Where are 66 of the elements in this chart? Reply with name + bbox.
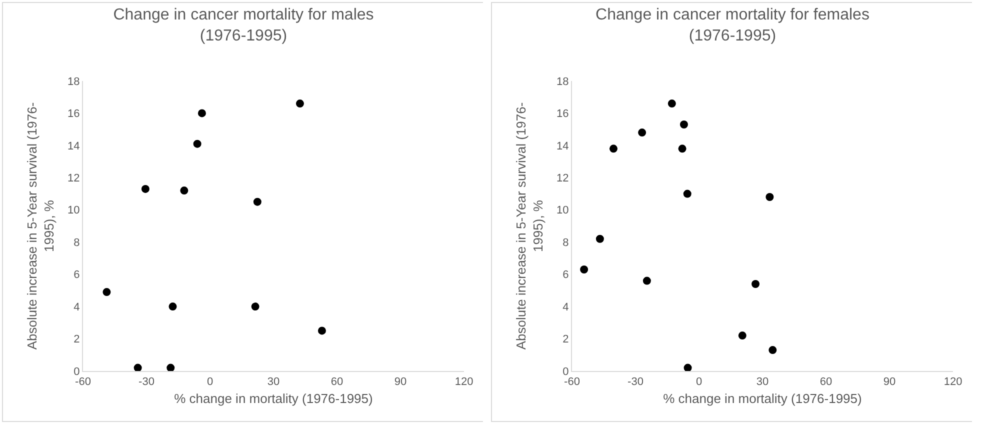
y-tick-label: 16 [556, 108, 569, 120]
y-tick-label: 10 [556, 204, 569, 217]
y-tick-label: 6 [562, 269, 569, 282]
chart-title: Change in cancer mortality for males (1976-1995) [113, 6, 374, 45]
y-tick-label: 18 [556, 76, 569, 88]
y-tick-label: 8 [74, 236, 80, 249]
point [141, 184, 150, 193]
x-tick-label: -60 [75, 376, 91, 388]
y-tick-label: 6 [74, 269, 80, 282]
point [683, 190, 692, 198]
y-tick-label: 8 [562, 236, 569, 249]
point [198, 109, 206, 118]
point [253, 198, 262, 206]
point [251, 302, 260, 311]
x-tick-label: 60 [330, 376, 344, 388]
point [193, 140, 202, 148]
x-tick-label: 30 [756, 376, 769, 388]
chart-title: Change in cancer mortality for females (1976-1995) [596, 6, 870, 45]
y-tick-label: 16 [68, 108, 80, 120]
x-tick-label: 120 [944, 376, 962, 388]
point [684, 364, 692, 372]
point [134, 364, 142, 372]
point [102, 288, 111, 296]
point [296, 100, 304, 108]
point [596, 234, 604, 243]
y-axis-title: Absolute increase in 5-Year survival (1976- 1995), % [24, 102, 56, 350]
x-tick-label: 90 [394, 376, 407, 388]
y-tick-label: 18 [68, 76, 80, 88]
y-tick-label: 4 [74, 301, 80, 314]
point [609, 144, 618, 153]
point [580, 266, 588, 274]
point [766, 193, 774, 201]
x-axis-title: % change in mortality (1976-1995) [174, 390, 373, 406]
point [638, 128, 646, 137]
y-tick-label: 4 [562, 301, 569, 314]
x-tick-label: -30 [628, 376, 644, 388]
y-tick-label: 14 [68, 140, 80, 152]
point [768, 346, 777, 354]
point [166, 364, 175, 372]
y-tick-label: 10 [68, 204, 80, 217]
y-tick-label: 0 [74, 366, 80, 378]
x-tick-label: -30 [138, 376, 154, 388]
x-tick-label: 90 [883, 376, 896, 388]
y-tick-label: 0 [562, 366, 569, 378]
x-tick-label: 0 [206, 376, 214, 388]
x-tick-label: -60 [564, 376, 580, 388]
point [668, 100, 676, 108]
x-axis-title: % change in mortality (1976-1995) [663, 390, 862, 406]
point [318, 326, 326, 335]
point [738, 332, 746, 340]
y-tick-label: 12 [68, 172, 80, 185]
y-tick-label: 2 [562, 334, 569, 346]
y-tick-label: 2 [74, 334, 80, 346]
point [678, 144, 686, 153]
point [680, 120, 688, 128]
x-tick-label: 30 [267, 376, 280, 388]
y-axis-title: Absolute increase in 5-Year survival (1976- 1995), % [514, 102, 546, 350]
y-tick-label: 14 [556, 140, 569, 152]
x-tick-label: 0 [696, 376, 702, 388]
x-tick-label: 120 [454, 376, 474, 388]
point [180, 186, 188, 195]
y-tick-label: 12 [556, 172, 569, 185]
point [752, 280, 760, 288]
point [642, 276, 651, 285]
point [168, 302, 177, 311]
x-tick-label: 60 [820, 376, 832, 388]
